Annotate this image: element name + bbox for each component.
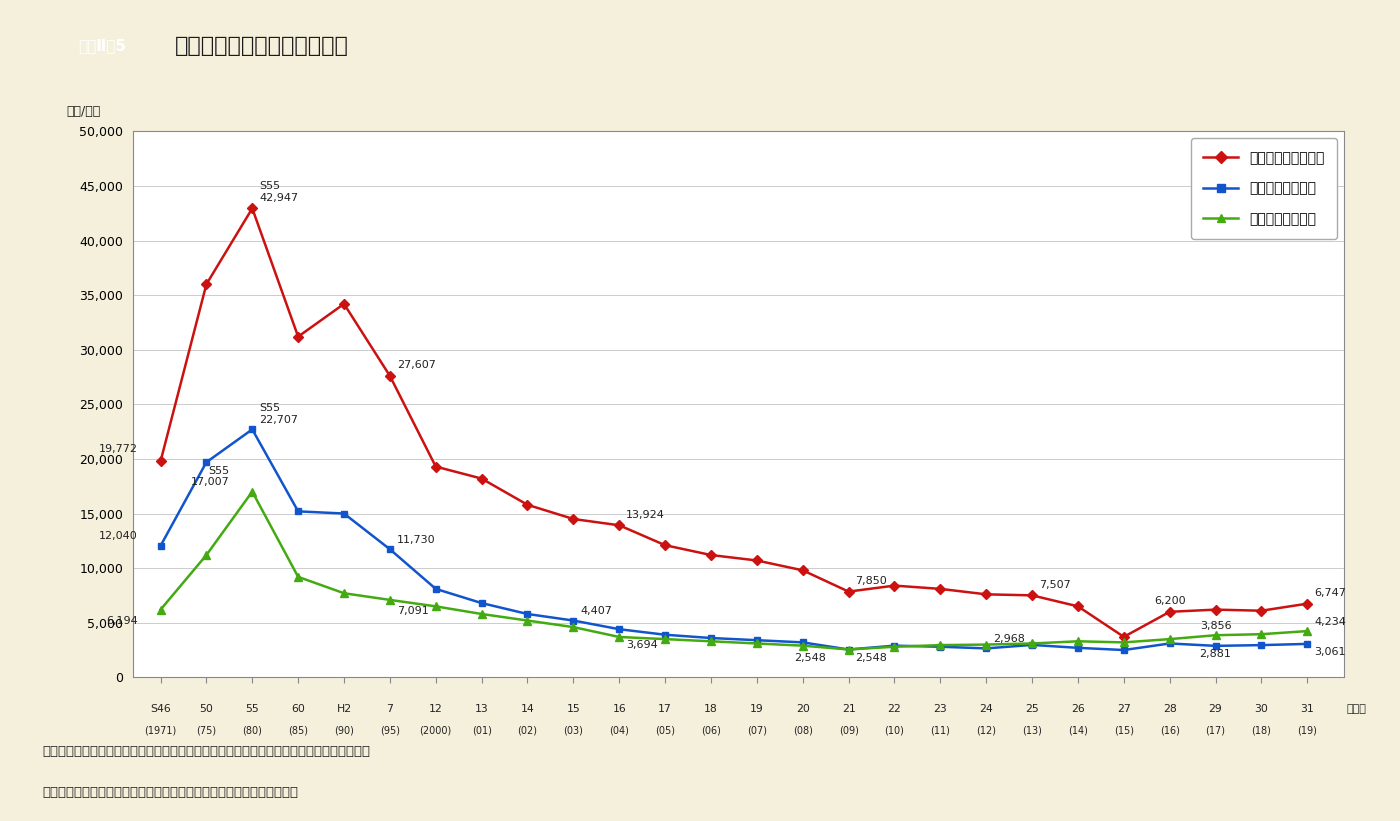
Text: (03): (03)	[563, 726, 584, 736]
Text: (14): (14)	[1068, 726, 1088, 736]
Text: 30: 30	[1254, 704, 1268, 713]
Text: 11,730: 11,730	[396, 534, 435, 545]
Text: 19: 19	[750, 704, 764, 713]
Text: (07): (07)	[746, 726, 767, 736]
Text: (05): (05)	[655, 726, 675, 736]
Text: S55
22,707: S55 22,707	[259, 403, 298, 425]
Text: (15): (15)	[1114, 726, 1134, 736]
Text: 28: 28	[1163, 704, 1176, 713]
Text: (10): (10)	[885, 726, 904, 736]
Text: 18: 18	[704, 704, 718, 713]
Text: 55: 55	[245, 704, 259, 713]
Text: 27,607: 27,607	[396, 360, 435, 370]
Text: (90): (90)	[335, 726, 354, 736]
Text: 25: 25	[1025, 704, 1039, 713]
Text: (13): (13)	[1022, 726, 1042, 736]
Text: 22: 22	[888, 704, 902, 713]
Text: （円/㎥）: （円/㎥）	[66, 105, 101, 117]
Text: 資料：一般財団法人日本不動産研究所「山林素地及び山元立木価格調」: 資料：一般財団法人日本不動産研究所「山林素地及び山元立木価格調」	[42, 786, 298, 799]
Text: 23: 23	[934, 704, 948, 713]
Text: 資料Ⅱ－5: 資料Ⅱ－5	[78, 39, 126, 53]
Text: (11): (11)	[931, 726, 951, 736]
Text: 2,548: 2,548	[855, 653, 888, 663]
Text: (09): (09)	[839, 726, 858, 736]
Text: 全国平均山元立木価格の推移: 全国平均山元立木価格の推移	[175, 36, 349, 56]
Text: (85): (85)	[288, 726, 308, 736]
Text: S55
17,007: S55 17,007	[190, 466, 230, 487]
Text: (18): (18)	[1252, 726, 1271, 736]
Text: 19,772: 19,772	[98, 444, 137, 454]
Text: 15: 15	[567, 704, 580, 713]
Text: 3,694: 3,694	[626, 640, 658, 650]
Text: 12: 12	[428, 704, 442, 713]
Text: (08): (08)	[792, 726, 812, 736]
Text: 16: 16	[612, 704, 626, 713]
Text: 60: 60	[291, 704, 305, 713]
Text: 21: 21	[841, 704, 855, 713]
Text: 7,091: 7,091	[396, 606, 428, 617]
Text: 26: 26	[1071, 704, 1085, 713]
Text: 3,856: 3,856	[1200, 621, 1232, 631]
Text: 14: 14	[521, 704, 535, 713]
Text: 2,548: 2,548	[794, 653, 826, 663]
Text: S46: S46	[150, 704, 171, 713]
Text: 27: 27	[1117, 704, 1131, 713]
Text: 7,507: 7,507	[1039, 580, 1071, 590]
Text: (04): (04)	[609, 726, 629, 736]
Text: S55
42,947: S55 42,947	[259, 181, 298, 203]
Text: （年）: （年）	[1347, 704, 1366, 713]
Text: 20: 20	[795, 704, 809, 713]
Text: (19): (19)	[1298, 726, 1317, 736]
Legend: ヒノキ山元立木価格, スギ山元立木価格, マツ山元立木価格: ヒノキ山元立木価格, スギ山元立木価格, マツ山元立木価格	[1191, 138, 1337, 239]
Text: 7,850: 7,850	[855, 576, 888, 586]
Text: 2,881: 2,881	[1200, 649, 1232, 659]
Text: 6,194: 6,194	[106, 616, 137, 626]
Text: (16): (16)	[1159, 726, 1180, 736]
Text: (02): (02)	[518, 726, 538, 736]
Text: 3,061: 3,061	[1315, 647, 1345, 657]
Text: (95): (95)	[379, 726, 400, 736]
Text: (75): (75)	[196, 726, 217, 736]
Text: 12,040: 12,040	[99, 531, 137, 542]
Text: 6,200: 6,200	[1154, 596, 1186, 607]
Text: (17): (17)	[1205, 726, 1225, 736]
Text: 4,407: 4,407	[580, 606, 612, 617]
Text: (1971): (1971)	[144, 726, 176, 736]
Text: (06): (06)	[701, 726, 721, 736]
Text: 6,747: 6,747	[1315, 588, 1345, 599]
Text: 13,924: 13,924	[626, 510, 665, 520]
Text: H2: H2	[336, 704, 351, 713]
Text: (80): (80)	[242, 726, 262, 736]
Text: 17: 17	[658, 704, 672, 713]
Text: 31: 31	[1301, 704, 1315, 713]
Text: (01): (01)	[472, 726, 491, 736]
Text: 29: 29	[1208, 704, 1222, 713]
Text: 7: 7	[386, 704, 393, 713]
Text: 4,234: 4,234	[1315, 617, 1345, 626]
Text: 13: 13	[475, 704, 489, 713]
Text: 2,968: 2,968	[993, 634, 1025, 644]
Text: 50: 50	[199, 704, 213, 713]
Text: (2000): (2000)	[420, 726, 452, 736]
Text: (12): (12)	[976, 726, 997, 736]
Text: 注：マツ山元立木価格は、北海道のマツ（トドマツ、エゾマツ、カラマツ）の価格である。: 注：マツ山元立木価格は、北海道のマツ（トドマツ、エゾマツ、カラマツ）の価格である…	[42, 745, 370, 758]
Text: 24: 24	[980, 704, 993, 713]
